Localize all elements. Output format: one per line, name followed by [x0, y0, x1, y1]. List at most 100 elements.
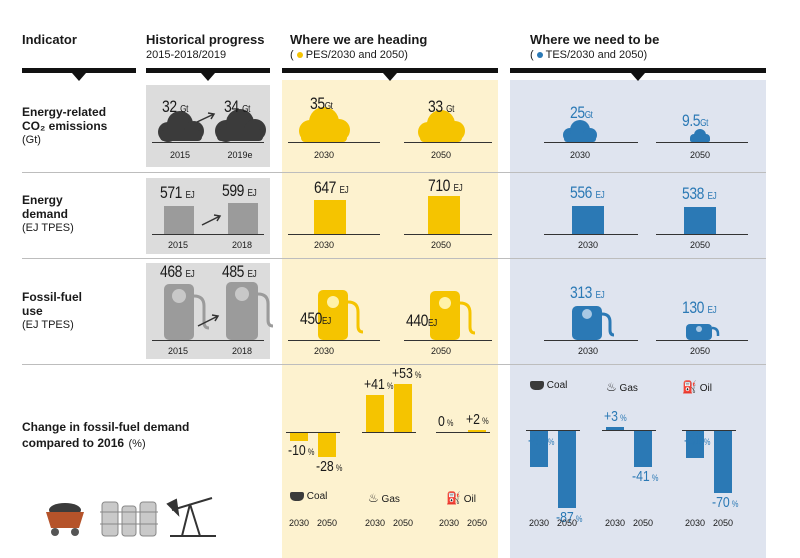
- year-label: 2018: [231, 346, 253, 356]
- cloud-icon: [299, 107, 350, 142]
- flame-icon: ♨: [606, 380, 617, 394]
- year-label: 2015: [167, 240, 189, 250]
- tes-coal-zero-line: [526, 430, 580, 431]
- demand-tes-bar-2030: [572, 206, 604, 234]
- baseline: [288, 234, 380, 235]
- year-label: 2030: [577, 240, 599, 250]
- tes-legend-coal: Coal: [530, 380, 567, 391]
- baseline: [544, 340, 638, 341]
- fossil-hist-2015-value: 468 EJ: [160, 262, 195, 281]
- header-heading: Where we are heading: [290, 32, 428, 47]
- pes-oil-label-2050: +2 %: [466, 411, 489, 429]
- fossil-tes-2050-value: 130 EJ: [682, 298, 717, 317]
- header-need: Where we need to be: [530, 32, 660, 47]
- year-label: 2015: [167, 346, 189, 356]
- year-label: 2050: [392, 518, 414, 528]
- year-label: 2030: [604, 518, 626, 528]
- co2-hist-2015-value: 32 Gt: [162, 97, 189, 116]
- row-label-change: Change in fossil-fuel demand compared to…: [22, 420, 190, 450]
- year-label: 2050: [430, 150, 452, 160]
- baseline: [656, 142, 748, 143]
- tes-legend-gas: ♨ Gas: [606, 380, 638, 394]
- year-label: 2030: [313, 240, 335, 250]
- year-label: 2030: [569, 150, 591, 160]
- baseline: [544, 234, 638, 235]
- pes-oil-bar-2050: [468, 430, 486, 432]
- pes-gas-zero-line: [362, 432, 416, 433]
- year-label: 2050: [316, 518, 338, 528]
- header-historical: Historical progress: [146, 32, 265, 47]
- pes-coal-zero-line: [286, 432, 340, 433]
- fossil-hist-2018-value: 485 EJ: [222, 262, 257, 281]
- fuel-pump-icon: [430, 291, 476, 340]
- cloud-icon: [215, 109, 266, 142]
- header-rule-indicator: [22, 68, 136, 73]
- pes-gas-bar-2050: [394, 384, 412, 432]
- row-separator: [22, 258, 766, 259]
- year-label: 2030: [684, 518, 706, 528]
- pes-legend-oil: ⛽ Oil: [446, 491, 476, 505]
- blue-dot-icon: [536, 52, 543, 59]
- tes-oil-label-2050: -70 %: [712, 494, 739, 511]
- demand-hist-2018-value: 599 EJ: [222, 181, 257, 200]
- baseline: [152, 234, 264, 235]
- pes-legend-coal: Coal: [290, 491, 327, 502]
- co2-pes-2050-value: 33 Gt: [428, 97, 455, 116]
- year-label: 2050: [430, 346, 452, 356]
- fuel-pump-icon: [318, 290, 364, 340]
- fuel-pump-icon: [226, 282, 274, 340]
- year-label: 2050: [632, 518, 654, 528]
- fossil-pes-2030-value: 450EJ: [300, 309, 331, 328]
- baseline: [288, 142, 380, 143]
- year-label: 2030: [288, 518, 310, 528]
- cloud-icon: [690, 129, 710, 142]
- tes-gas-label-2030: +3 %: [604, 408, 627, 426]
- baseline: [288, 340, 380, 341]
- fossil-graphics: [164, 282, 720, 340]
- tes-oil-bar-2030: [686, 430, 704, 458]
- co2-hist-2019-value: 34 Gt: [224, 97, 251, 116]
- demand-tes-2050-value: 538 EJ: [682, 184, 717, 203]
- header-rule-heading: [282, 68, 498, 73]
- year-label: 2030: [438, 518, 460, 528]
- row-separator: [22, 364, 766, 365]
- co2-graphics: [158, 107, 710, 142]
- oil-pumpjack-icon: [166, 497, 216, 537]
- year-label: 2015: [169, 150, 191, 160]
- arrow-down-icon: [201, 73, 215, 81]
- tes-gas-zero-line: [602, 430, 656, 431]
- pes-gas-label-2030: +41 %: [364, 376, 394, 394]
- pes-gas-bar-2030: [366, 395, 384, 432]
- header-need-sub: ( TES/2030 and 2050): [530, 49, 648, 61]
- year-label: 2030: [577, 346, 599, 356]
- tes-coal-bar-2030: [530, 430, 548, 467]
- pes-oil-zero-line: [436, 432, 490, 433]
- tes-oil-label-2030: -31 %: [684, 432, 711, 449]
- tes-gas-label-2050: -41 %: [632, 467, 659, 485]
- co2-pes-2030-value: 35Gt: [310, 94, 333, 113]
- year-label: 2030: [528, 518, 550, 528]
- header-rule-need: [510, 68, 766, 73]
- gas-tanks-icon: [100, 501, 158, 537]
- tes-coal-label-2030: -41 %: [528, 432, 555, 449]
- trend-arrow-icon: [201, 214, 222, 226]
- year-label: 2050: [466, 518, 488, 528]
- year-label: 2018: [231, 240, 253, 250]
- coal-cart-icon: [46, 503, 84, 536]
- year-label: 2030: [364, 518, 386, 528]
- pes-coal-bar-2030: [290, 432, 308, 441]
- demand-pes-2050-value: 710 EJ: [428, 176, 463, 195]
- baseline: [152, 142, 264, 143]
- row-label-co2: Energy-related CO₂ emissions (Gt): [22, 105, 108, 146]
- year-label: 2050: [712, 518, 734, 528]
- fuel-pump-icon: [572, 306, 615, 340]
- baseline: [404, 340, 492, 341]
- co2-tes-2030-value: 25Gt: [570, 103, 593, 122]
- demand-hist-bar-2018: [228, 203, 258, 234]
- flame-icon: ♨: [368, 491, 379, 505]
- arrow-down-icon: [72, 73, 86, 81]
- header-indicator: Indicator: [22, 32, 77, 47]
- cloud-icon: [158, 111, 204, 142]
- demand-pes-bar-2050: [428, 196, 460, 234]
- header-historical-sub: 2015-2018/2019: [146, 49, 227, 61]
